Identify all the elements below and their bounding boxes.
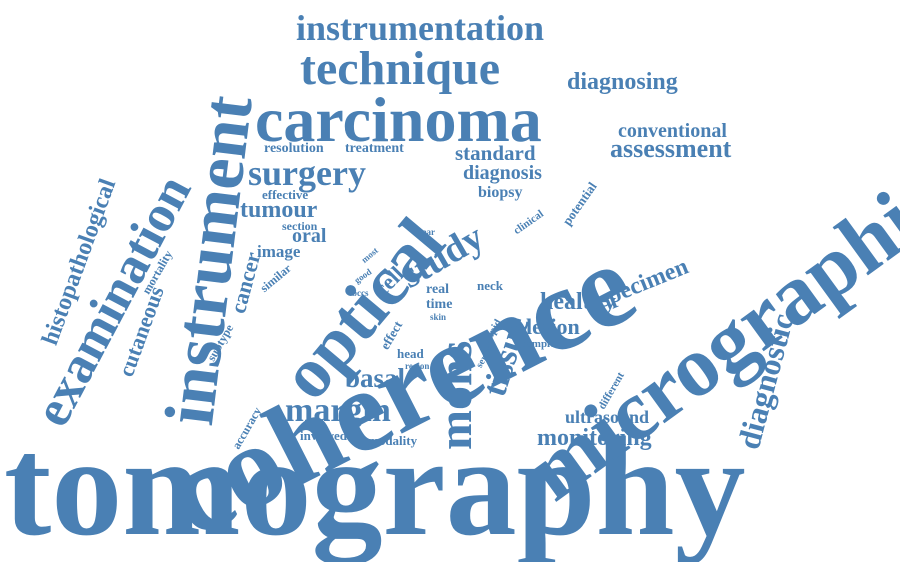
word-similar: similar (257, 261, 294, 295)
word-basal: basal (345, 363, 406, 393)
word-margin: margin (285, 392, 391, 429)
word-bccs: bccs (352, 288, 369, 298)
word-treatment: treatment (345, 141, 404, 156)
word-biopsy: biopsy (478, 184, 523, 201)
word-year: year (418, 227, 435, 237)
word-head: head (397, 346, 424, 361)
word-image: image (257, 242, 301, 261)
word-ultrasound: ultrasound (565, 407, 650, 427)
word-carcinoma: carcinoma (255, 84, 542, 155)
word-monitoring: monitoring (537, 425, 652, 451)
word-tomography: tomography (4, 407, 746, 562)
word-healthy: healthy (540, 289, 617, 315)
word-region: region (405, 361, 430, 371)
word-technique: technique (300, 42, 501, 95)
word-time: time (426, 297, 453, 312)
word-involved: involved (300, 428, 347, 443)
word-effective: effective (262, 187, 309, 202)
word-skin: skin (430, 312, 447, 322)
word-surgery: surgery (248, 153, 366, 193)
word-clinical: clinical (511, 207, 546, 238)
word-oral: oral (292, 225, 327, 247)
word-standard: standard (455, 141, 536, 165)
word-lesion: lesion (526, 314, 580, 339)
word-conventional: conventional (618, 120, 727, 142)
word-neck: neck (477, 278, 503, 293)
word-modality: modality (368, 433, 418, 448)
word-resolution: resolution (264, 141, 324, 156)
word-section: section (282, 219, 318, 233)
word-diagnosis: diagnosis (463, 162, 542, 184)
word-assessment: assessment (610, 134, 732, 163)
word-sample: sample (522, 338, 555, 350)
word-diagnosing: diagnosing (567, 69, 678, 95)
word-real: real (426, 282, 450, 297)
word-instrumentation: instrumentation (296, 8, 545, 48)
word-mohs: mohs (429, 340, 482, 450)
word-tumour: tumour (240, 197, 318, 223)
